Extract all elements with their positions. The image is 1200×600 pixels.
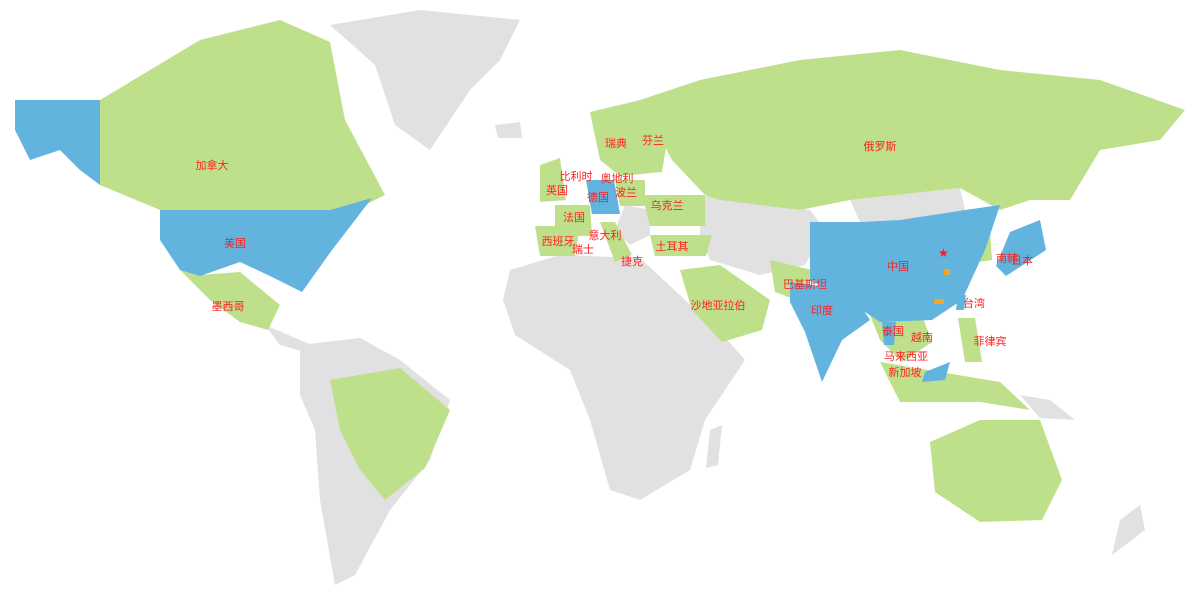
country-india bbox=[790, 282, 870, 382]
country-taiwan bbox=[956, 295, 966, 310]
country-label-uk: 英国 bbox=[546, 184, 568, 197]
star-icon: ★ bbox=[938, 246, 949, 260]
country-philippines bbox=[958, 318, 982, 362]
region-eastern-europe bbox=[615, 205, 650, 245]
region-africa bbox=[503, 255, 745, 500]
country-label-pakistan: 巴基斯坦 bbox=[783, 278, 827, 291]
country-russia bbox=[640, 50, 1185, 210]
country-label-switzerland: 瑞士 bbox=[572, 243, 594, 256]
country-label-austria: 奥地利 bbox=[600, 172, 634, 185]
country-label-canada: 加拿大 bbox=[195, 159, 229, 172]
region-madagascar bbox=[706, 425, 722, 468]
country-australia bbox=[930, 420, 1062, 522]
country-label-korea: 南韩 bbox=[996, 252, 1018, 265]
country-label-spain: 西班牙 bbox=[541, 235, 575, 248]
country-label-singapore: 新加坡 bbox=[888, 366, 922, 379]
country-usa bbox=[160, 198, 372, 292]
country-label-japan: 日本 bbox=[1011, 254, 1033, 267]
region-new-guinea bbox=[1020, 395, 1075, 420]
country-label-thailand: 泰国 bbox=[882, 325, 904, 338]
region-central-asia bbox=[700, 195, 825, 275]
country-label-saudi: 沙地亚拉伯 bbox=[690, 299, 746, 312]
country-label-czech: 捷克 bbox=[621, 255, 643, 268]
country-label-india: 印度 bbox=[811, 304, 833, 317]
country-italy bbox=[600, 222, 632, 262]
country-france bbox=[555, 205, 592, 236]
country-ukraine bbox=[642, 195, 705, 226]
square-icon bbox=[934, 299, 944, 304]
region-iceland bbox=[495, 122, 522, 138]
country-china bbox=[810, 205, 1000, 322]
country-label-usa: 美国 bbox=[224, 237, 246, 250]
country-indonesia-malaysia bbox=[880, 362, 1030, 410]
country-label-taiwan: 台湾 bbox=[963, 297, 985, 310]
country-brazil bbox=[330, 368, 450, 500]
country-label-poland: 波兰 bbox=[615, 186, 637, 199]
country-label-france: 法国 bbox=[563, 211, 585, 224]
country-saudi bbox=[680, 265, 770, 342]
country-mexico bbox=[180, 270, 280, 330]
country-turkey bbox=[650, 235, 712, 256]
country-label-italy: 意大利 bbox=[588, 229, 622, 242]
country-thailand bbox=[882, 322, 896, 345]
country-label-belgium: 比利时 bbox=[559, 170, 593, 183]
country-label-turkey: 土耳其 bbox=[655, 240, 689, 253]
country-label-malaysia: 马来西亚 bbox=[884, 350, 928, 363]
region-mongolia bbox=[850, 188, 965, 222]
square-icon bbox=[944, 269, 950, 275]
country-uk bbox=[540, 158, 566, 202]
country-borneo bbox=[922, 362, 950, 382]
country-label-sweden: 瑞典 bbox=[605, 137, 627, 150]
country-label-vietnam: 越南 bbox=[911, 331, 933, 344]
country-label-germany: 德国 bbox=[587, 191, 609, 204]
country-japan bbox=[996, 220, 1046, 276]
country-label-russia: 俄罗斯 bbox=[863, 140, 897, 153]
country-alaska bbox=[15, 100, 100, 185]
region-new-zealand bbox=[1112, 505, 1145, 555]
country-germany bbox=[586, 180, 620, 214]
country-poland bbox=[615, 180, 645, 206]
country-label-philippines: 菲律宾 bbox=[973, 335, 1007, 348]
region-greenland bbox=[330, 10, 520, 150]
country-label-mexico: 墨西哥 bbox=[211, 300, 245, 313]
country-label-china: 中国 bbox=[887, 260, 909, 273]
country-label-finland: 芬兰 bbox=[642, 134, 664, 147]
country-canada bbox=[100, 20, 385, 215]
country-label-ukraine: 乌克兰 bbox=[650, 199, 684, 212]
